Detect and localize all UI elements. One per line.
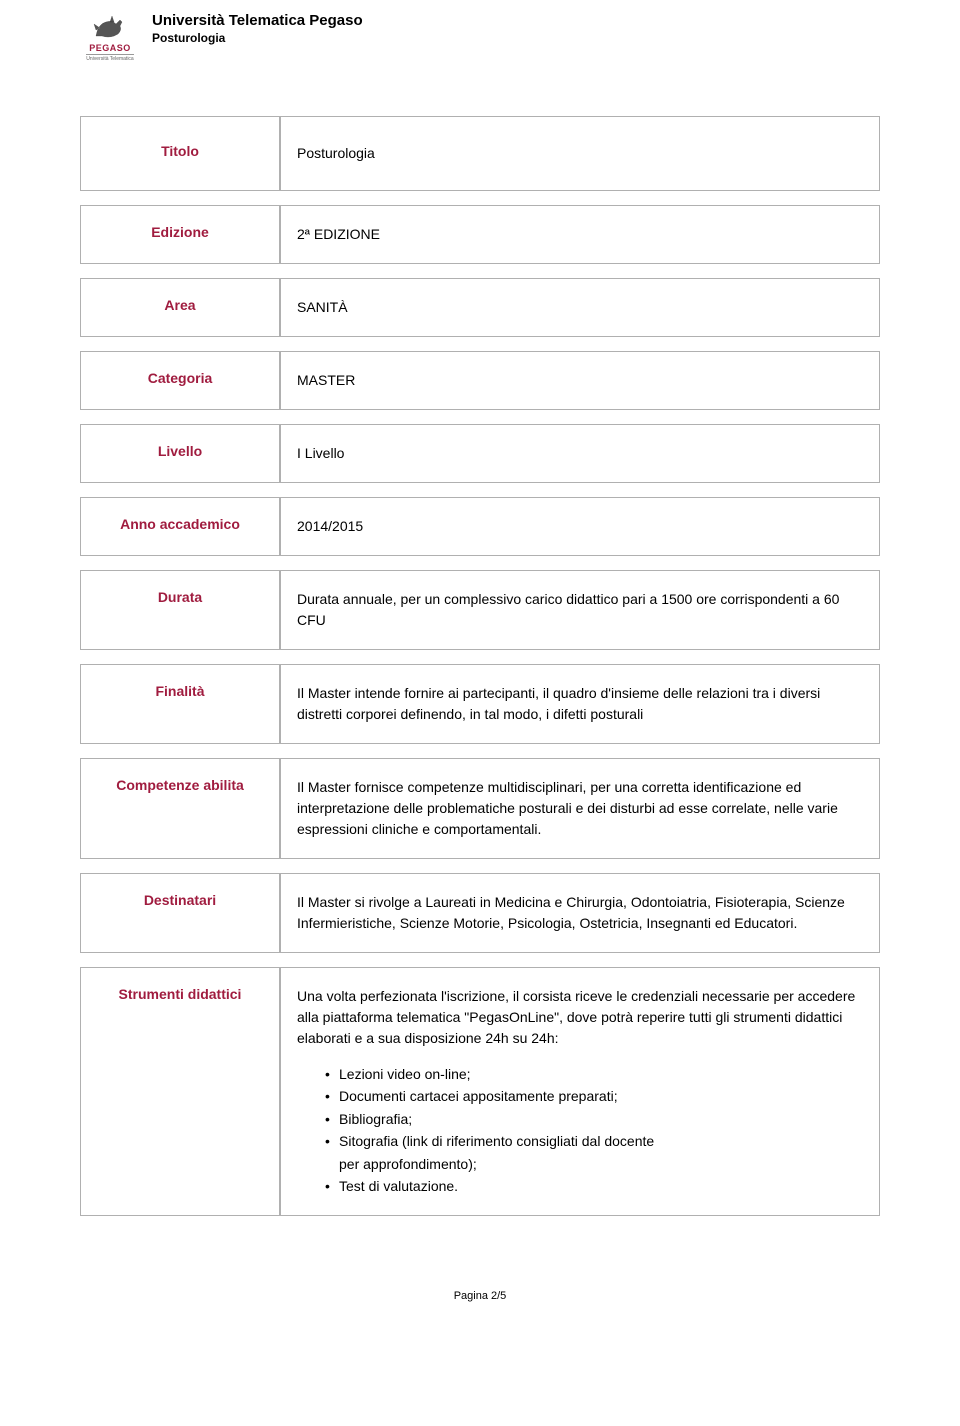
table-row: DurataDurata annuale, per un complessivo…: [80, 570, 880, 650]
row-value: MASTER: [280, 351, 880, 410]
row-label: Categoria: [80, 351, 280, 410]
table-row: CategoriaMASTER: [80, 351, 880, 410]
row-label: Edizione: [80, 205, 280, 264]
table-row: AreaSANITÀ: [80, 278, 880, 337]
row-value: Il Master fornisce competenze multidisci…: [280, 758, 880, 859]
strumenti-list: Lezioni video on-line; Documenti cartacei…: [297, 1063, 863, 1197]
content-area: TitoloPosturologiaEdizione2ª EDIZIONEAre…: [0, 72, 960, 1250]
logo-sub-text: Università Telematica: [86, 54, 133, 62]
list-item: Bibliografia;: [325, 1108, 863, 1130]
list-item-text: Documenti cartacei appositamente prepara…: [339, 1088, 618, 1104]
row-value: Posturologia: [280, 116, 880, 191]
row-label: Finalità: [80, 664, 280, 744]
logo-brand-text: PEGASO: [89, 43, 131, 53]
table-row: Anno accademico2014/2015: [80, 497, 880, 556]
row-label: Destinatari: [80, 873, 280, 953]
row-value: I Livello: [280, 424, 880, 483]
list-item: Lezioni video on-line;: [325, 1063, 863, 1085]
list-item: Sitografia (link di riferimento consigli…: [325, 1130, 863, 1175]
row-label: Durata: [80, 570, 280, 650]
row-label: Area: [80, 278, 280, 337]
list-item: Documenti cartacei appositamente prepara…: [325, 1085, 863, 1107]
row-label: Strumenti didattici: [80, 967, 280, 1216]
row-label: Competenze abilita: [80, 758, 280, 859]
row-label: Anno accademico: [80, 497, 280, 556]
info-table: TitoloPosturologiaEdizione2ª EDIZIONEAre…: [80, 102, 880, 1230]
list-item-text: Lezioni video on-line;: [339, 1066, 471, 1082]
table-row: TitoloPosturologia: [80, 116, 880, 191]
list-item-text: Bibliografia;: [339, 1111, 412, 1127]
row-value: 2014/2015: [280, 497, 880, 556]
row-value: Il Master si rivolge a Laureati in Medic…: [280, 873, 880, 953]
table-row: Edizione2ª EDIZIONE: [80, 205, 880, 264]
row-value: 2ª EDIZIONE: [280, 205, 880, 264]
table-row: DestinatariIl Master si rivolge a Laurea…: [80, 873, 880, 953]
table-row: Competenze abilitaIl Master fornisce com…: [80, 758, 880, 859]
strumenti-intro: Una volta perfezionata l'iscrizione, il …: [297, 986, 863, 1049]
row-value: SANITÀ: [280, 278, 880, 337]
course-name: Posturologia: [152, 31, 363, 45]
list-item-sub: per approfondimento);: [339, 1153, 863, 1175]
list-item-text: Test di valutazione.: [339, 1178, 458, 1194]
list-item-text: Sitografia (link di riferimento consigli…: [339, 1133, 654, 1149]
table-row: LivelloI Livello: [80, 424, 880, 483]
university-name: Università Telematica Pegaso: [152, 12, 363, 29]
page-header: PEGASO Università Telematica Università …: [0, 0, 960, 72]
header-titles: Università Telematica Pegaso Posturologi…: [152, 12, 363, 45]
row-label: Livello: [80, 424, 280, 483]
table-row: Strumenti didattici Una volta perfezionat…: [80, 967, 880, 1216]
pegasus-icon: [92, 14, 128, 42]
row-label: Titolo: [80, 116, 280, 191]
pegaso-logo: PEGASO Università Telematica: [80, 12, 140, 64]
table-row: FinalitàIl Master intende fornire ai par…: [80, 664, 880, 744]
row-value: Una volta perfezionata l'iscrizione, il …: [280, 967, 880, 1216]
list-item: Test di valutazione.: [325, 1175, 863, 1197]
row-value: Durata annuale, per un complessivo caric…: [280, 570, 880, 650]
page-footer: Pagina 2/5: [0, 1250, 960, 1322]
row-value: Il Master intende fornire ai partecipant…: [280, 664, 880, 744]
